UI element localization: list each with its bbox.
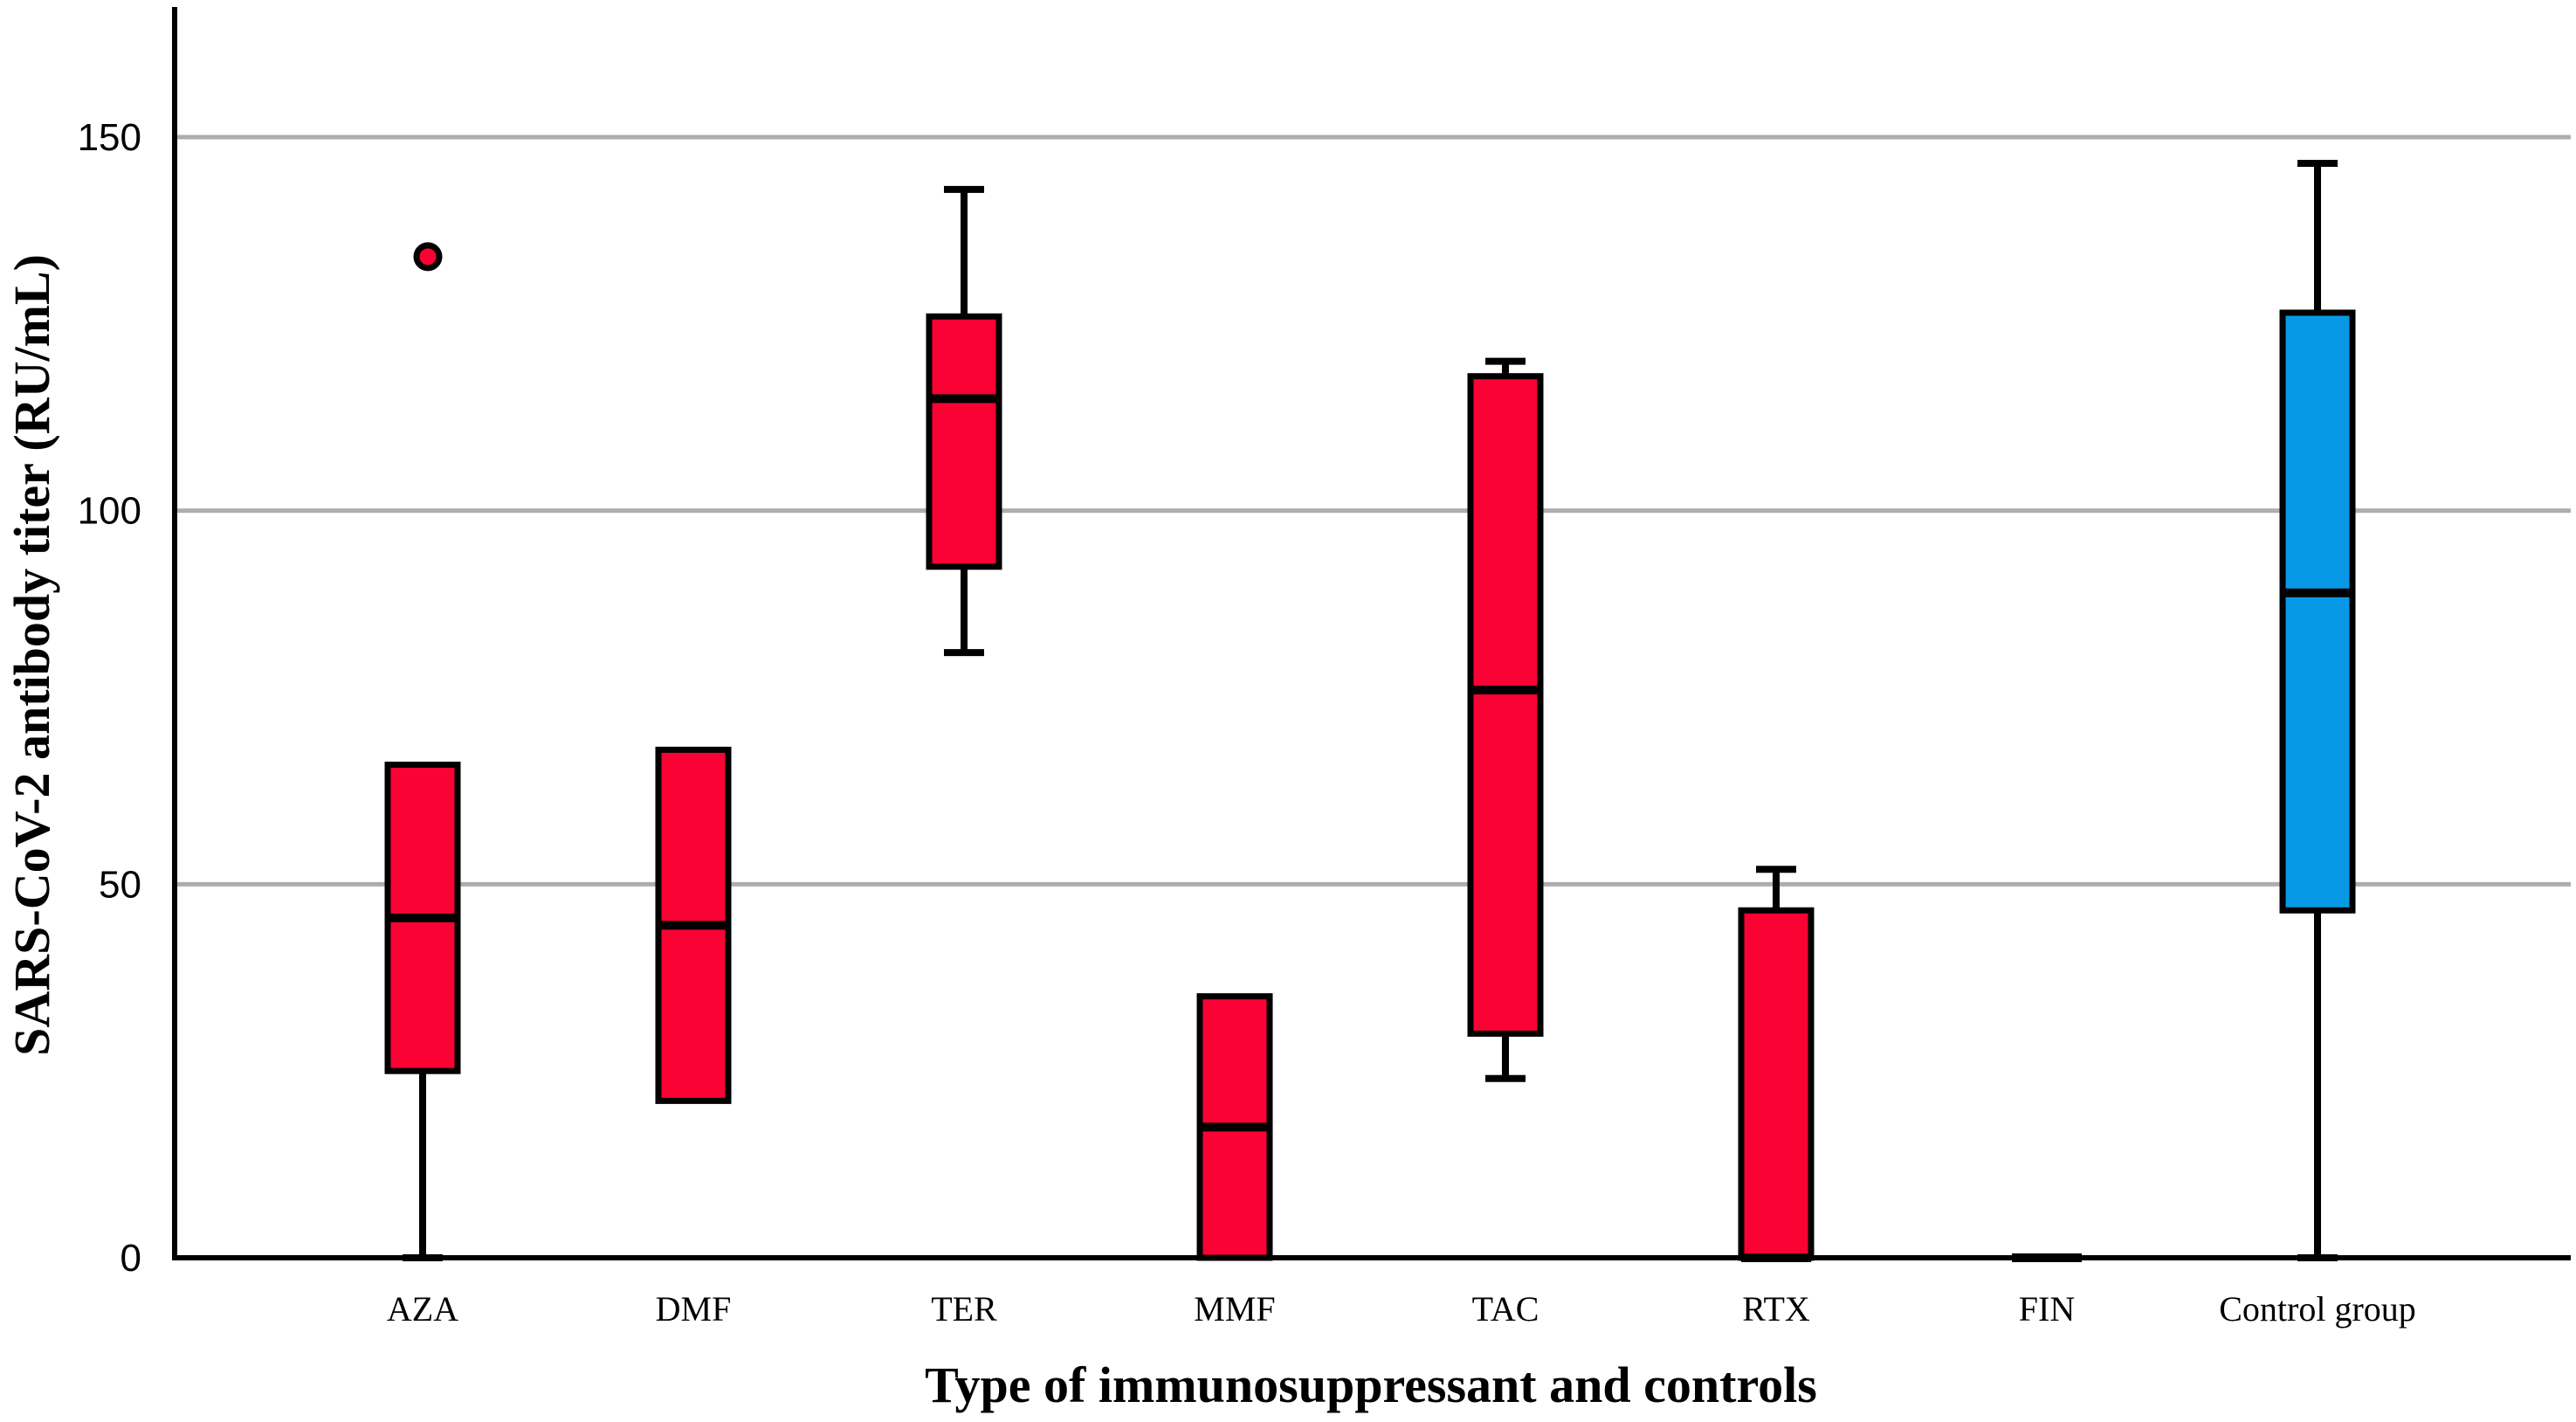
x-axis-title: Type of immunosuppressant and controls	[925, 1356, 1817, 1413]
box-rtx	[1738, 907, 1815, 1261]
x-tick-label-tac: TAC	[1472, 1289, 1539, 1329]
x-tick-label-rtx: RTX	[1742, 1289, 1810, 1329]
x-tick-label-fin: FIN	[2019, 1289, 2075, 1329]
y-tick-label-100: 100	[78, 490, 141, 533]
x-tick-label-control-group: Control group	[2219, 1289, 2416, 1329]
y-tick-label-50: 50	[99, 863, 141, 906]
y-tick-label-0: 0	[121, 1237, 141, 1280]
y-tick-label-150: 150	[78, 116, 141, 159]
box-control-group	[2279, 309, 2356, 914]
box-tac	[1467, 373, 1544, 1037]
x-tick-label-mmf: MMF	[1194, 1289, 1275, 1329]
x-tick-label-dmf: DMF	[656, 1289, 732, 1329]
x-tick-label-aza: AZA	[387, 1289, 458, 1329]
x-tick-label-ter: TER	[931, 1289, 997, 1329]
box-ter	[926, 313, 1002, 570]
y-axis-title: SARS-CoV-2 antibody titer (RU/mL)	[3, 254, 60, 1056]
outlier-point-aza-0	[413, 242, 443, 272]
